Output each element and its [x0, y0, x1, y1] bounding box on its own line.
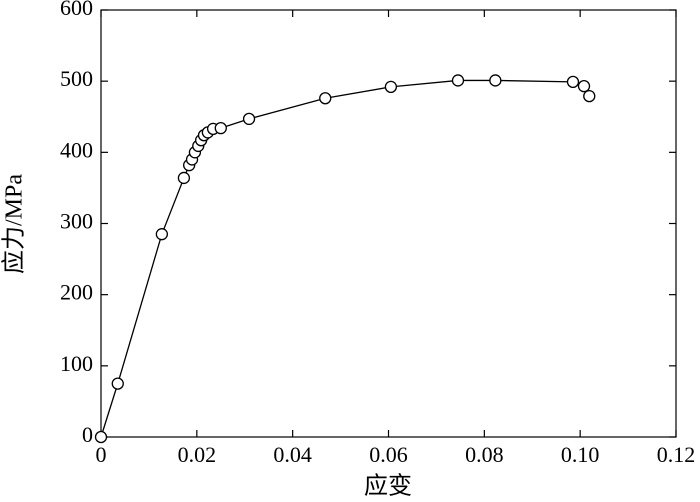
- data-point: [155, 228, 169, 241]
- data-point: [214, 121, 227, 135]
- data-point: [111, 377, 124, 390]
- y-axis-title: 应力/MPa: [1, 174, 28, 274]
- y-tick-label: 300: [60, 209, 93, 234]
- y-tick-label: 200: [60, 280, 93, 305]
- data-point: [577, 79, 591, 93]
- data-point: [94, 430, 108, 444]
- data-point: [583, 89, 596, 103]
- x-tick-label: 0: [96, 442, 107, 467]
- x-tick-label: 0.10: [561, 442, 600, 467]
- x-tick-label: 0.02: [178, 442, 217, 467]
- y-tick-label: 500: [60, 66, 93, 91]
- y-tick-label: 100: [60, 351, 93, 376]
- x-axis-title: 应变: [364, 473, 412, 500]
- data-point: [451, 74, 465, 87]
- x-tick-label: 0.12: [657, 442, 696, 467]
- y-tick-label: 400: [60, 137, 93, 162]
- series-line: [100, 79, 590, 438]
- data-point: [384, 80, 398, 94]
- plot-frame: [100, 9, 677, 438]
- data-point: [242, 112, 256, 126]
- y-tick-label: 0: [82, 422, 93, 447]
- data-point: [319, 92, 332, 105]
- data-point: [177, 171, 191, 185]
- x-tick-label: 0.06: [369, 442, 408, 467]
- data-point: [566, 75, 580, 89]
- data-point: [489, 74, 502, 87]
- y-tick-label: 600: [60, 0, 93, 20]
- x-tick-label: 0.08: [465, 442, 504, 467]
- x-tick-label: 0.04: [273, 442, 312, 467]
